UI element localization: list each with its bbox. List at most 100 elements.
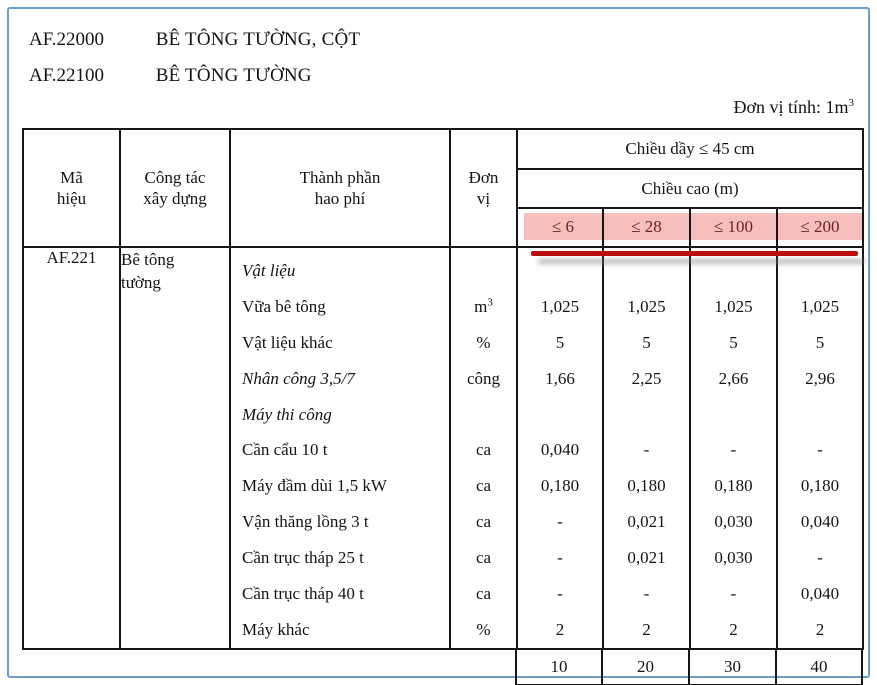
value-line: 2,25 bbox=[631, 368, 662, 388]
header-work-column: Công tác xây dựng bbox=[119, 128, 231, 248]
footer-code-2: 20 bbox=[601, 647, 690, 685]
unit-line: % bbox=[476, 332, 491, 352]
component-line: Cần cẩu 10 t bbox=[242, 440, 328, 460]
component-lines: Vật liệu Vữa bê tông Vật liệu khác Nhân côn… bbox=[229, 246, 451, 650]
unit-line: % bbox=[476, 619, 491, 639]
header-height-col-2: ≤ 28 bbox=[602, 207, 691, 248]
header-unit-line2: vị bbox=[476, 189, 491, 208]
header-code-line2: hiệu bbox=[56, 189, 87, 208]
header-height-col-3: ≤ 100 bbox=[689, 207, 778, 248]
value-line: 5 bbox=[642, 332, 651, 352]
value-line: 1,66 bbox=[545, 368, 575, 388]
component-line: Máy đầm dùi 1,5 kW bbox=[242, 476, 387, 496]
section-title: BÊ TÔNG TƯỜNG bbox=[155, 65, 312, 86]
unit-lines: m3% công ca ca ca ca ca% bbox=[449, 246, 518, 650]
value-line: 0,021 bbox=[627, 548, 666, 568]
component-line: Vữa bê tông bbox=[242, 296, 326, 316]
component-line: Vận thăng lồng 3 t bbox=[242, 512, 369, 532]
header-components-column: Thành phần hao phí bbox=[229, 128, 451, 248]
value-line: 0,180 bbox=[627, 476, 666, 496]
component-line: Nhân công 3,5/7 bbox=[242, 368, 355, 388]
footer-code-4: 40 bbox=[775, 647, 863, 685]
component-line: Vật liệu bbox=[242, 261, 296, 280]
value-line: - bbox=[817, 548, 823, 568]
value-line bbox=[691, 397, 776, 433]
highlighted-value: ≤ 6 bbox=[524, 213, 602, 240]
header-unit-line1: Đơn bbox=[468, 168, 499, 187]
value-line: 0,040 bbox=[540, 440, 580, 460]
value-line: - bbox=[557, 512, 563, 532]
highlighted-value: ≤ 28 bbox=[604, 213, 689, 240]
value-line bbox=[778, 253, 862, 289]
highlighted-value: ≤ 200 bbox=[778, 213, 863, 240]
header-code-line1: Mã bbox=[60, 168, 83, 187]
value-line: 2,66 bbox=[718, 368, 749, 388]
header-height-span: Chiều cao (m) bbox=[515, 168, 865, 209]
value-line bbox=[518, 253, 602, 289]
unit-note-sup: 3 bbox=[848, 97, 855, 109]
value-line: 5 bbox=[815, 332, 825, 352]
footer-code-3: 30 bbox=[688, 647, 777, 685]
value-line: 0,180 bbox=[540, 476, 580, 496]
component-line: Máy khác bbox=[242, 619, 310, 639]
unit-line: công bbox=[466, 368, 501, 388]
heading-row: AF.22000 BÊ TÔNG TƯỜNG, CỘT bbox=[29, 22, 868, 58]
header-thickness-span: Chiều dầy ≤ 45 cm bbox=[515, 128, 865, 170]
document-heading: AF.22000 BÊ TÔNG TƯỜNG, CỘT AF.22100 BÊ … bbox=[29, 22, 868, 94]
footer-codes-table: 10 20 30 40 bbox=[22, 647, 863, 685]
unit-note: Đơn vị tính: 1m3 bbox=[9, 94, 854, 120]
value-line: 1,025 bbox=[627, 296, 666, 316]
value-line: - bbox=[557, 584, 563, 604]
unit-line: ca bbox=[475, 548, 492, 568]
value-line bbox=[604, 397, 689, 433]
value-line: 0,180 bbox=[800, 476, 840, 496]
section-code: AF.22000 bbox=[29, 29, 105, 50]
footer-code-1: 10 bbox=[515, 647, 603, 685]
value-line: - bbox=[643, 584, 650, 604]
value-line: - bbox=[557, 548, 563, 568]
section-code: AF.22100 bbox=[29, 65, 105, 86]
value-line: 0,030 bbox=[714, 512, 753, 532]
section-title: BÊ TÔNG TƯỜNG, CỘT bbox=[155, 29, 361, 50]
heading-row: AF.22100 BÊ TÔNG TƯỜNG bbox=[29, 58, 868, 94]
value-line bbox=[604, 253, 689, 289]
unit-note-text: Đơn vị tính: 1m bbox=[733, 97, 849, 117]
value-line: - bbox=[817, 440, 823, 460]
header-code-column: Mã hiệu bbox=[22, 128, 121, 248]
value-line: 5 bbox=[555, 332, 565, 352]
values-column-3: 1,025 5 2,66 - 0,180 0,030 0,030 - 2 bbox=[689, 246, 778, 650]
table-row: AF.221 Bê tông tường Vật liệu Vữa bê tông… bbox=[22, 246, 865, 650]
value-line: 2 bbox=[815, 619, 825, 639]
norms-table: Mã hiệu Công tác xây dựng Thành phần hao… bbox=[22, 128, 865, 650]
header-components-line1: Thành phần bbox=[299, 168, 381, 187]
header-height-col-4: ≤ 200 bbox=[775, 207, 865, 248]
red-underline-annotation bbox=[531, 251, 858, 256]
value-line: - bbox=[730, 584, 737, 604]
component-line: Vật liệu khác bbox=[242, 332, 333, 352]
value-line: 0,030 bbox=[714, 548, 753, 568]
value-line: 2 bbox=[642, 619, 651, 639]
component-line: Cần trục tháp 40 t bbox=[242, 584, 364, 604]
value-line: - bbox=[643, 440, 650, 460]
values-column-2: 1,025 5 2,25 - 0,180 0,021 0,021 - 2 bbox=[602, 246, 691, 650]
work-line1: Bê tông bbox=[121, 250, 175, 269]
component-line: Cần trục tháp 25 t bbox=[242, 548, 364, 568]
value-line: 1,025 bbox=[714, 296, 753, 316]
value-line: - bbox=[730, 440, 737, 460]
header-components-line2: hao phí bbox=[314, 189, 366, 208]
value-line bbox=[691, 253, 776, 289]
unit-line bbox=[451, 253, 516, 289]
unit-line bbox=[451, 397, 516, 433]
value-line: 0,021 bbox=[627, 512, 666, 532]
footer-spacer bbox=[22, 649, 516, 685]
unit-line: ca bbox=[475, 584, 492, 604]
values-column-4: 1,025 5 2,96 - 0,180 0,040 - 0,040 2 bbox=[775, 246, 865, 650]
value-line: 2 bbox=[729, 619, 738, 639]
highlighted-value: ≤ 100 bbox=[691, 213, 776, 240]
unit-line: ca bbox=[475, 476, 492, 496]
value-line: 0,180 bbox=[714, 476, 753, 496]
value-line: 2 bbox=[555, 619, 565, 639]
unit-superscript: 3 bbox=[487, 296, 493, 309]
header-work-line2: xây dựng bbox=[143, 189, 207, 208]
